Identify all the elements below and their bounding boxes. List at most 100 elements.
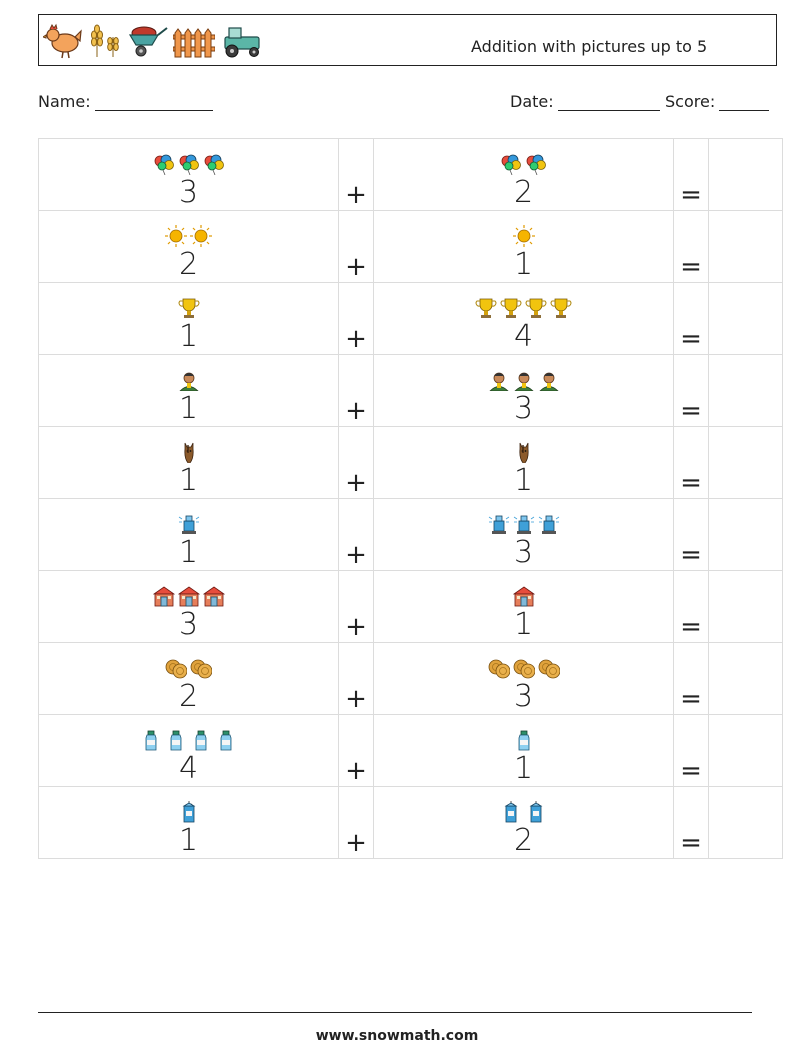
operand-b: 4 (373, 282, 674, 355)
picture-group (39, 437, 338, 467)
answer-box[interactable] (708, 786, 783, 859)
barn-icon (177, 586, 200, 607)
plus-sign: + (338, 426, 374, 499)
plus-sign: + (338, 786, 374, 859)
balloons-icon (204, 154, 224, 175)
problem-row: 2 +1 = (38, 210, 783, 283)
hay-bales-icon (513, 659, 535, 679)
plus-sign: + (338, 642, 374, 715)
problem-row: 1 +1 = (38, 426, 783, 499)
problem-row: 1 +3 = (38, 498, 783, 571)
answer-box[interactable] (708, 498, 783, 571)
equals-sign: = (673, 642, 709, 715)
tractor-icon (224, 27, 260, 58)
operand-number: 1 (178, 391, 199, 426)
balloons-icon (526, 154, 546, 175)
farmer-icon (488, 372, 509, 391)
plus-sign: + (338, 354, 374, 427)
operand-a: 1 (38, 426, 339, 499)
answer-box[interactable] (708, 570, 783, 643)
operand-a: 1 (38, 282, 339, 355)
trophy-icon (500, 298, 522, 318)
operand-number: 1 (513, 247, 534, 282)
answer-box[interactable] (708, 210, 783, 283)
wheelbarrow-icon (128, 26, 168, 57)
trophy-icon (550, 298, 572, 318)
hay-bales-icon (538, 659, 560, 679)
operand-a: 4 (38, 714, 339, 787)
picture-group (39, 653, 338, 683)
operand-b: 1 (373, 210, 674, 283)
picture-group (374, 437, 673, 467)
answer-box[interactable] (708, 138, 783, 211)
hay-bales-icon (488, 659, 510, 679)
picture-group (39, 797, 338, 827)
answer-box[interactable] (708, 642, 783, 715)
answer-box[interactable] (708, 714, 783, 787)
operand-number: 1 (178, 463, 199, 498)
picture-group (39, 149, 338, 179)
score-field[interactable]: Score: (665, 92, 770, 111)
equals-sign: = (673, 138, 709, 211)
operand-b: 1 (373, 426, 674, 499)
picture-group (39, 365, 338, 395)
picture-group (374, 581, 673, 611)
operand-number: 2 (178, 247, 199, 282)
fence-icon (173, 28, 215, 58)
operand-number: 4 (513, 319, 534, 354)
drink-carton-icon (504, 801, 518, 823)
equals-sign: = (673, 426, 709, 499)
operand-a: 3 (38, 138, 339, 211)
name-label: Name: (38, 92, 91, 111)
problem-row: 1 +4 = (38, 282, 783, 355)
date-line[interactable] (557, 94, 660, 111)
picture-group (39, 725, 338, 755)
name-line[interactable] (94, 94, 213, 111)
operand-b: 2 (373, 786, 674, 859)
equals-sign: = (673, 210, 709, 283)
problem-row: 1 +3 = (38, 354, 783, 427)
operand-number: 1 (178, 823, 199, 858)
milk-bottle-icon (220, 730, 232, 751)
header-icons (43, 23, 263, 59)
operand-number: 1 (178, 535, 199, 570)
hen-icon (43, 23, 82, 59)
milk-bottle-icon (145, 730, 157, 751)
problem-row: 2 +3 = (38, 642, 783, 715)
name-field[interactable]: Name: (38, 92, 213, 111)
milk-bottle-icon (518, 730, 529, 751)
barn-icon (202, 586, 225, 607)
answer-box[interactable] (708, 426, 783, 499)
picture-group (374, 725, 673, 755)
operand-number: 3 (513, 391, 534, 426)
student-fields: Name: Date: Score: (38, 92, 777, 116)
milk-bottle-icon (195, 730, 207, 751)
problem-row: 4 +1 = (38, 714, 783, 787)
operand-number: 4 (178, 751, 199, 786)
equals-sign: = (673, 714, 709, 787)
answer-box[interactable] (708, 354, 783, 427)
operand-a: 3 (38, 570, 339, 643)
operand-b: 2 (373, 138, 674, 211)
balloons-icon (154, 154, 174, 175)
milk-bottle-icon (170, 730, 182, 751)
barn-icon (512, 586, 535, 607)
operand-b: 1 (373, 714, 674, 787)
hay-bales-icon (190, 659, 212, 679)
footer-url: www.snowmath.com (315, 1028, 479, 1044)
date-field[interactable]: Date: (510, 92, 660, 111)
picture-group (374, 509, 673, 539)
barn-icon (152, 586, 175, 607)
problems-table: 3 +2 = 2 +1 = 1 +4 = 1 +3 = 1 +1 = 1 +3 = 3 +1 = 2 +3 = 4 +1 = 1 +2 = (38, 138, 783, 859)
plus-sign: + (338, 210, 374, 283)
trophy-icon (178, 298, 199, 318)
score-line[interactable] (719, 94, 770, 111)
operand-b: 3 (373, 642, 674, 715)
horse-icon (183, 442, 194, 463)
operand-number: 1 (513, 607, 534, 642)
plus-sign: + (338, 570, 374, 643)
operand-number: 3 (178, 607, 199, 642)
answer-box[interactable] (708, 282, 783, 355)
operand-a: 1 (38, 354, 339, 427)
footer-divider (38, 1012, 752, 1013)
